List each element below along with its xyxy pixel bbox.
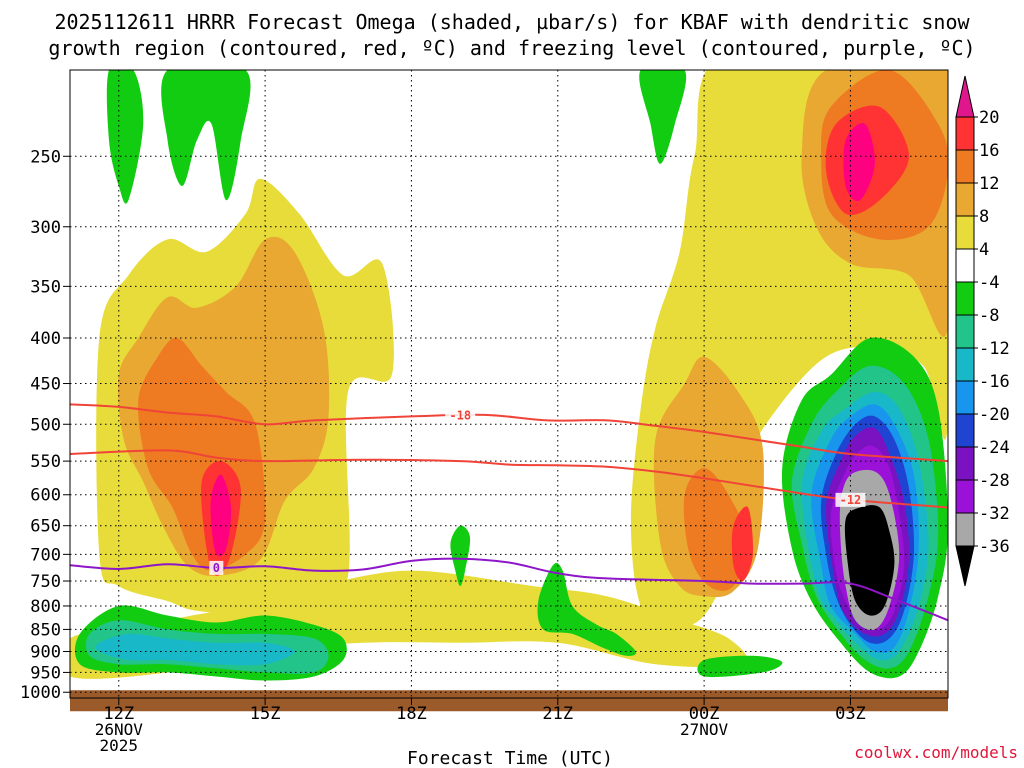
ytick-label-650: 650 [30, 517, 61, 537]
colorbar-box-2 [955, 182, 975, 217]
isotherm-contours: -18 -12 0 [70, 403, 948, 622]
colorbar-label-3: 8 [979, 207, 989, 227]
ytick-label-850: 850 [30, 620, 61, 640]
colorbar-box-7 [955, 347, 975, 382]
colorbar: 20 16 12 8 4 -4 -8 -12 -16 -20 -24 -28 -32 -36 [955, 75, 1010, 587]
omega-region-22 [844, 505, 895, 616]
xtick-label-15-0: 03Z [835, 704, 866, 724]
ytick-label-950: 950 [30, 663, 61, 683]
colorbar-label-13: -36 [979, 537, 1010, 557]
colorbar-top-arrow [955, 75, 975, 118]
x-axis-label: Forecast Time (UTC) [407, 748, 613, 768]
colorbar-box-0 [955, 116, 975, 151]
dendritic-isotherm-1-label-bg [835, 492, 866, 507]
colorbar-box-1 [955, 149, 975, 184]
colorbar-box-10 [955, 446, 975, 481]
omega-region-31 [697, 655, 783, 678]
colorbar-box-3 [955, 215, 975, 250]
omega-region-30 [95, 633, 295, 666]
colorbar-label-7: -12 [979, 339, 1010, 359]
dendritic-isotherm-1-line [70, 449, 948, 509]
ytick-label-750: 750 [30, 572, 61, 592]
xtick-label-3-0: 15Z [250, 704, 281, 724]
ytick-label-350: 350 [30, 277, 61, 297]
colorbar-box-8 [955, 380, 975, 415]
xtick-label-0-2: 2025 [100, 736, 139, 755]
freezing-level-label-bg [209, 560, 224, 575]
colorbar-label-2: 12 [979, 174, 999, 194]
colorbar-label-9: -20 [979, 405, 1010, 425]
dendritic-isotherm-0-label-bg [445, 408, 476, 423]
omega-region-27 [537, 562, 637, 656]
colorbar-box-12 [955, 512, 975, 547]
xtick-label-12-1: 27NOV [680, 720, 729, 739]
ytick-label-400: 400 [30, 329, 61, 349]
xtick-label-12-0: 00Z [689, 704, 720, 724]
omega-region-25 [639, 70, 687, 164]
ytick-label-450: 450 [30, 375, 61, 395]
ytick-label-300: 300 [30, 218, 61, 238]
chart-title-line-1: 2025112611 HRRR Forecast Omega (shaded, … [54, 10, 970, 34]
ytick-label-900: 900 [30, 643, 61, 663]
colorbar-bottom-arrow [955, 545, 975, 587]
ytick-label-700: 700 [30, 545, 61, 565]
ytick-label-250: 250 [30, 147, 61, 167]
omega-region-12 [683, 468, 749, 591]
xtick-label-9-0: 21Z [542, 704, 573, 724]
colorbar-label-4: 4 [979, 240, 989, 260]
colorbar-label-8: -16 [979, 372, 1010, 392]
credit-text: coolwx.com/models [854, 743, 1018, 762]
colorbar-label-5: -4 [979, 273, 999, 293]
ytick-label-1000: 1000 [20, 683, 61, 703]
axes: 250 300 350 400 450 500 550 600 650 700 750 800 850 9… [20, 147, 866, 755]
colorbar-label-11: -28 [979, 471, 1010, 491]
colorbar-box-5 [955, 281, 975, 316]
colorbar-label-6: -8 [979, 306, 999, 326]
omega-region-23 [106, 70, 144, 204]
omega-region-26 [450, 525, 471, 587]
ground-surface [70, 690, 948, 712]
dendritic-isotherm-1-label: -12 [840, 493, 862, 507]
gridlines [70, 70, 948, 698]
ground-strip [70, 690, 948, 712]
xtick-label-0-0: 12Z [103, 704, 134, 724]
colorbar-box-11 [955, 479, 975, 514]
freezing-level-label: 0 [213, 561, 220, 575]
dendritic-isotherm-0-label: -18 [449, 408, 471, 422]
omega-region-24 [161, 70, 251, 201]
colorbar-label-1: 16 [979, 141, 999, 161]
omega-region-10 [843, 123, 875, 202]
colorbar-box-4 [955, 248, 975, 283]
colorbar-label-12: -32 [979, 504, 1010, 524]
ytick-label-600: 600 [30, 486, 61, 506]
colorbar-box-6 [955, 314, 975, 349]
chart-title-line-2: growth region (contoured, red, ºC) and f… [48, 36, 975, 60]
xtick-label-6-0: 18Z [396, 704, 427, 724]
ytick-label-800: 800 [30, 597, 61, 617]
ytick-label-500: 500 [30, 415, 61, 435]
ytick-label-550: 550 [30, 452, 61, 472]
xtick-label-0-1: 26NOV [95, 720, 144, 739]
colorbar-label-10: -24 [979, 438, 1010, 458]
omega-region-13 [731, 506, 754, 582]
dendritic-isotherm-0-line [70, 403, 948, 463]
colorbar-box-9 [955, 413, 975, 448]
colorbar-label-0: 20 [979, 108, 999, 128]
